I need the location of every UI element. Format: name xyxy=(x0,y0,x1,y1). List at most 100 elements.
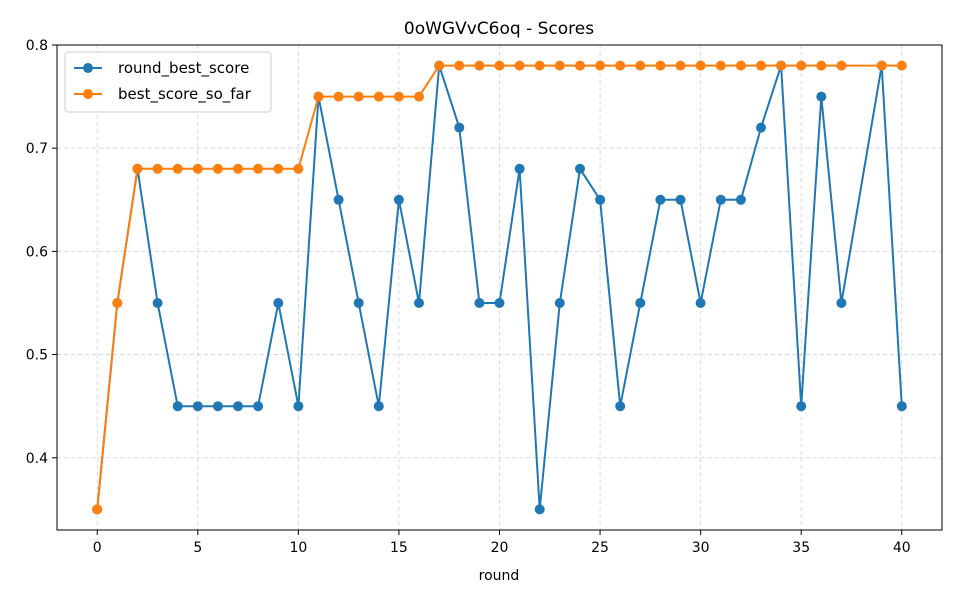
data-point-round-best-score xyxy=(756,122,766,133)
data-point-round-best-score xyxy=(534,504,545,515)
data-point-round-best-score xyxy=(253,401,264,412)
data-point-best-score-so-far xyxy=(253,163,264,174)
data-point-best-score-so-far xyxy=(655,60,666,71)
series-line-best-score-so-far xyxy=(96,64,902,510)
data-point-best-score-so-far xyxy=(454,60,465,71)
y-tick-label: 0.6 xyxy=(26,244,48,260)
series-layer xyxy=(92,60,907,515)
data-point-best-score-so-far xyxy=(715,60,726,71)
legend-label-best-score-so-far: best_score_so_far xyxy=(118,85,252,104)
y-axis: 0.4 0.5 0.6 0.7 0.8 xyxy=(26,38,57,467)
data-point-round-best-score xyxy=(233,401,243,412)
data-point-best-score-so-far xyxy=(796,60,807,71)
data-point-round-best-score xyxy=(575,163,585,174)
data-point-best-score-so-far xyxy=(132,163,143,174)
data-point-round-best-score xyxy=(615,401,626,412)
data-point-best-score-so-far xyxy=(494,60,505,71)
data-point-round-best-score xyxy=(816,91,827,102)
data-point-round-best-score xyxy=(554,298,565,308)
data-point-best-score-so-far xyxy=(152,163,163,174)
data-point-round-best-score xyxy=(715,194,726,205)
legend-marker-best-score-so-far xyxy=(83,89,93,99)
x-axis-label: round xyxy=(479,568,520,584)
data-point-best-score-so-far xyxy=(554,60,565,71)
data-point-best-score-so-far xyxy=(776,60,787,71)
data-point-best-score-so-far xyxy=(695,60,706,71)
data-point-best-score-so-far xyxy=(896,60,907,71)
data-point-round-best-score xyxy=(333,194,344,205)
data-point-best-score-so-far xyxy=(836,60,847,71)
data-point-best-score-so-far xyxy=(172,163,183,174)
legend: round_best_score best_score_so_far xyxy=(64,51,272,113)
legend-label-round-best-score: round_best_score xyxy=(118,59,249,78)
data-point-best-score-so-far xyxy=(514,60,525,71)
data-point-best-score-so-far xyxy=(333,91,344,102)
data-point-best-score-so-far xyxy=(595,60,606,71)
y-tick-label: 0.8 xyxy=(26,38,48,54)
data-point-round-best-score xyxy=(414,298,424,308)
x-axis: 0 5 10 15 20 25 30 35 40 xyxy=(93,530,911,556)
data-point-round-best-score xyxy=(393,194,404,205)
data-point-round-best-score xyxy=(514,163,525,174)
data-point-best-score-so-far xyxy=(675,60,686,71)
data-point-best-score-so-far xyxy=(233,163,243,174)
data-point-best-score-so-far xyxy=(816,60,827,71)
data-point-best-score-so-far xyxy=(92,504,103,515)
x-tick-label: 20 xyxy=(491,540,509,556)
data-point-best-score-so-far xyxy=(293,163,304,174)
data-point-round-best-score xyxy=(655,194,666,205)
data-point-round-best-score xyxy=(836,298,847,308)
data-point-round-best-score xyxy=(212,401,223,412)
data-point-round-best-score xyxy=(796,401,807,412)
x-tick-label: 15 xyxy=(390,540,408,556)
legend-box xyxy=(64,51,272,113)
data-point-round-best-score xyxy=(494,298,505,308)
data-point-best-score-so-far xyxy=(353,91,364,102)
data-point-round-best-score xyxy=(273,298,284,308)
data-point-best-score-so-far xyxy=(876,60,887,71)
data-point-round-best-score xyxy=(192,401,203,412)
y-tick-label: 0.5 xyxy=(26,348,48,364)
data-point-round-best-score xyxy=(152,298,163,308)
data-point-round-best-score xyxy=(353,298,364,308)
data-point-best-score-so-far xyxy=(474,60,485,71)
data-point-best-score-so-far xyxy=(212,163,223,174)
x-tick-label: 40 xyxy=(893,540,911,556)
data-point-round-best-score xyxy=(293,401,304,412)
data-point-best-score-so-far xyxy=(112,298,123,308)
data-point-best-score-so-far xyxy=(373,91,384,102)
series-line-round-best-score xyxy=(96,64,903,511)
x-tick-label: 5 xyxy=(193,540,202,556)
x-tick-label: 25 xyxy=(591,540,609,556)
data-point-round-best-score xyxy=(735,194,746,205)
data-point-round-best-score xyxy=(373,401,384,412)
data-point-best-score-so-far xyxy=(534,60,545,71)
y-tick-label: 0.7 xyxy=(26,141,48,157)
data-point-best-score-so-far xyxy=(414,91,424,102)
x-tick-label: 30 xyxy=(692,540,710,556)
data-point-round-best-score xyxy=(695,298,706,308)
x-tick-label: 10 xyxy=(289,540,307,556)
data-point-round-best-score xyxy=(675,194,686,205)
data-point-round-best-score xyxy=(595,194,606,205)
data-point-round-best-score xyxy=(896,401,907,412)
y-tick-label: 0.4 xyxy=(26,451,48,467)
x-tick-label: 35 xyxy=(792,540,810,556)
data-point-best-score-so-far xyxy=(192,163,203,174)
data-point-round-best-score xyxy=(454,122,465,133)
data-point-best-score-so-far xyxy=(434,60,445,71)
data-point-best-score-so-far xyxy=(273,163,284,174)
data-point-round-best-score xyxy=(474,298,485,308)
data-point-round-best-score xyxy=(172,401,183,412)
data-point-round-best-score xyxy=(635,298,646,308)
chart-title: 0oWGVvC6oq - Scores xyxy=(404,19,594,39)
data-point-best-score-so-far xyxy=(635,60,646,71)
data-point-best-score-so-far xyxy=(393,91,404,102)
data-point-best-score-so-far xyxy=(615,60,626,71)
legend-marker-round-best-score xyxy=(83,63,93,73)
data-point-best-score-so-far xyxy=(756,60,766,71)
data-point-best-score-so-far xyxy=(313,91,324,102)
x-tick-label: 0 xyxy=(93,540,102,556)
data-point-best-score-so-far xyxy=(735,60,746,71)
